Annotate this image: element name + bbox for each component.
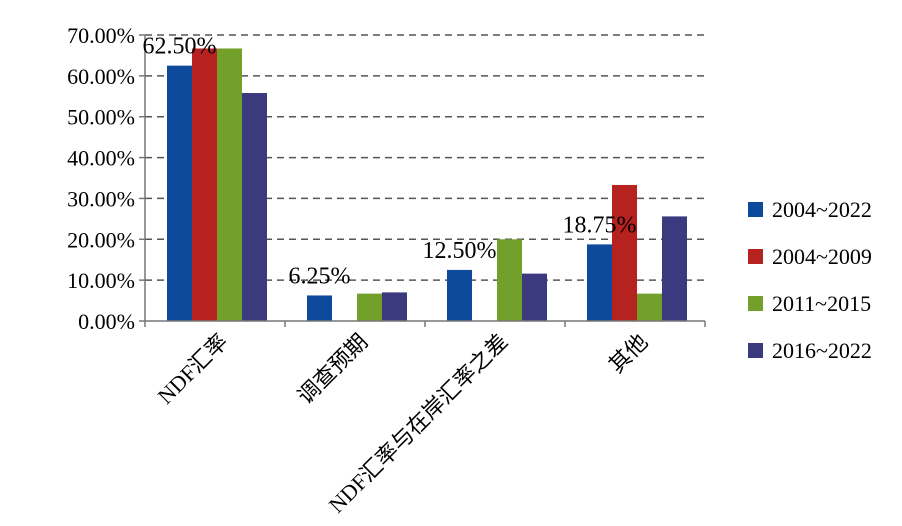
y-tick-label: 20.00%	[67, 227, 135, 252]
data-label: 62.50%	[143, 34, 217, 60]
bar	[497, 239, 522, 321]
data-label: 12.50%	[423, 238, 497, 264]
y-tick-label: 10.00%	[67, 268, 135, 293]
y-tick-labels: 0.00% 10.00% 20.00% 30.00% 40.00% 50.00% 60.00…	[67, 23, 135, 334]
legend-swatch	[748, 343, 763, 358]
legend-label: 2004~2022	[772, 197, 872, 222]
category-label: 调查预期	[293, 329, 373, 409]
bars	[167, 48, 687, 322]
y-tick-label: 40.00%	[67, 146, 135, 171]
bar	[167, 65, 192, 322]
bar	[357, 293, 382, 321]
legend-label: 2011~2015	[772, 291, 871, 316]
bar	[307, 295, 332, 321]
legend-swatch	[748, 249, 763, 264]
bar	[242, 93, 267, 321]
legend-swatch	[748, 296, 763, 311]
data-label: 18.75%	[563, 212, 637, 238]
legend-label: 2004~2009	[772, 244, 872, 269]
category-label: NDF汇率	[153, 329, 233, 409]
legend-swatch	[748, 202, 763, 217]
y-tick-label: 50.00%	[67, 105, 135, 130]
bar	[382, 292, 407, 321]
bar	[662, 216, 687, 321]
y-tick-label: 60.00%	[67, 64, 135, 89]
data-labels: 62.50% 6.25% 12.50% 18.75%	[143, 34, 637, 290]
y-tick-label: 0.00%	[78, 309, 135, 334]
bar	[522, 273, 547, 321]
y-tick-label: 30.00%	[67, 186, 135, 211]
legend: 2004~2022 2004~2009 2011~2015 2016~2022	[748, 197, 872, 363]
bar	[612, 184, 637, 321]
category-label: 其他	[604, 329, 653, 378]
gridlines	[145, 34, 705, 281]
y-tick-label: 70.00%	[67, 23, 135, 48]
bar	[637, 293, 662, 321]
bar	[447, 269, 472, 321]
legend-label: 2016~2022	[772, 338, 872, 363]
axes	[139, 34, 706, 327]
bar	[217, 48, 242, 322]
data-label: 6.25%	[289, 263, 351, 289]
bar	[192, 48, 217, 322]
bar	[587, 244, 612, 321]
